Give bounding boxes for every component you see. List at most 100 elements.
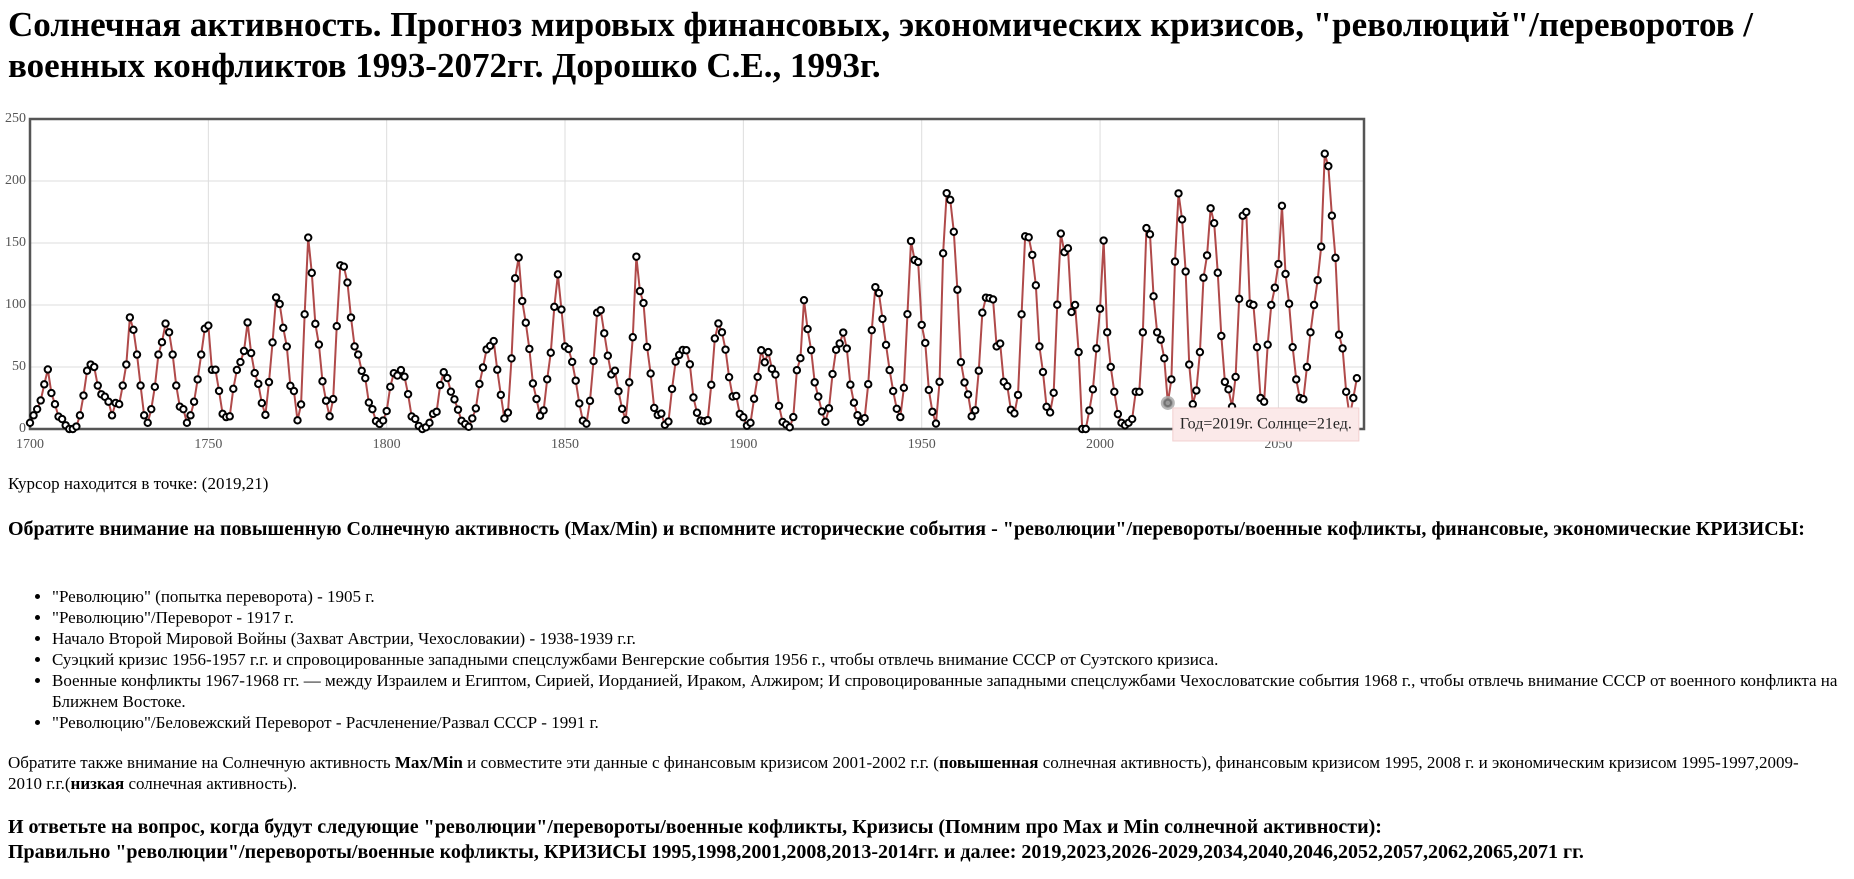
data-point	[1070, 300, 1080, 310]
data-point	[264, 377, 274, 387]
data-point	[792, 366, 802, 375]
data-point	[339, 262, 349, 271]
data-point	[307, 268, 316, 278]
data-point	[714, 319, 723, 328]
data-point	[304, 233, 313, 242]
data-point	[928, 407, 937, 416]
list-item: Суэцкий кризис 1956-1957 г.г. и спровоци…	[52, 649, 1852, 670]
data-point	[1267, 300, 1276, 310]
paragraph: Обратите также внимание на Солнечную акт…	[8, 752, 1808, 794]
data-point	[896, 412, 905, 422]
data-point	[271, 293, 281, 302]
paragraph-bold: низкая	[70, 774, 125, 793]
data-point	[1331, 253, 1340, 263]
data-point	[75, 411, 85, 420]
data-point	[967, 412, 976, 421]
data-point	[567, 357, 577, 367]
data-point	[114, 400, 124, 409]
data-point	[771, 370, 780, 379]
data-point	[978, 308, 987, 317]
x-tick-label: 2000	[1086, 437, 1114, 452]
data-point	[746, 418, 755, 427]
paragraph-bold: повышенная	[938, 753, 1039, 772]
data-point	[942, 188, 951, 198]
data-point	[275, 299, 284, 309]
data-point	[1142, 223, 1151, 233]
data-point	[1156, 335, 1165, 344]
data-point	[988, 295, 998, 304]
data-point	[150, 382, 160, 392]
data-point	[760, 358, 769, 367]
data-point	[1338, 344, 1347, 353]
data-point	[164, 328, 174, 337]
data-point	[1081, 424, 1090, 434]
data-point	[90, 362, 99, 372]
paragraph-text: и совместите эти данные с финансовым кри…	[462, 753, 939, 772]
data-point	[564, 344, 573, 354]
data-point	[1181, 267, 1190, 276]
data-point	[860, 414, 869, 423]
data-point	[214, 386, 224, 396]
data-point	[57, 414, 67, 424]
data-point	[125, 313, 135, 322]
data-point	[757, 346, 766, 355]
data-point	[1074, 347, 1083, 357]
data-point	[1170, 257, 1180, 266]
data-point	[1281, 269, 1290, 279]
data-point	[50, 400, 60, 409]
data-point	[853, 411, 862, 420]
data-point	[1327, 211, 1337, 220]
data-point	[132, 350, 142, 359]
data-point	[143, 418, 152, 427]
data-point	[1192, 386, 1201, 395]
data-point	[1024, 233, 1033, 242]
data-point	[906, 236, 916, 246]
data-point	[539, 406, 548, 415]
data-point	[1135, 387, 1144, 396]
data-point	[789, 412, 798, 422]
data-point	[411, 414, 420, 424]
data-point	[328, 394, 338, 404]
data-point	[250, 368, 259, 378]
data-point	[642, 342, 652, 352]
data-point	[817, 407, 827, 416]
data-point	[1231, 372, 1240, 382]
data-point	[913, 257, 923, 267]
data-point	[510, 274, 520, 283]
data-point	[475, 379, 484, 389]
data-point	[154, 350, 163, 359]
data-point	[1209, 218, 1219, 228]
data-point	[692, 408, 702, 417]
data-point	[172, 381, 181, 390]
data-point	[403, 389, 413, 399]
x-tick-label: 1750	[194, 437, 222, 452]
data-point	[1299, 395, 1308, 404]
data-point	[236, 357, 245, 367]
data-point	[32, 404, 42, 414]
data-point	[432, 407, 441, 416]
data-point	[903, 309, 912, 319]
data-point	[197, 350, 206, 359]
question-block: И ответьте на вопрос, когда будут следую…	[8, 815, 1848, 865]
data-point	[589, 356, 598, 366]
data-point	[600, 329, 609, 338]
data-point	[232, 365, 242, 375]
data-point	[1010, 409, 1019, 418]
data-point	[921, 338, 930, 348]
tooltip-text: Год=2019г. Солнце=21ед.	[1180, 416, 1352, 433]
x-tick-label: 1900	[729, 437, 757, 452]
data-point	[118, 381, 127, 390]
data-point	[1284, 299, 1294, 308]
data-point	[585, 396, 595, 406]
question: И ответьте на вопрос, когда будут следую…	[8, 816, 1382, 838]
data-point	[1341, 387, 1351, 396]
data-point	[767, 364, 777, 374]
data-point	[610, 366, 620, 375]
data-point	[846, 380, 855, 389]
data-point	[314, 340, 324, 349]
data-point	[496, 390, 506, 400]
x-tick-label: 1850	[551, 437, 579, 452]
data-point	[1056, 229, 1066, 238]
data-point	[435, 380, 445, 390]
